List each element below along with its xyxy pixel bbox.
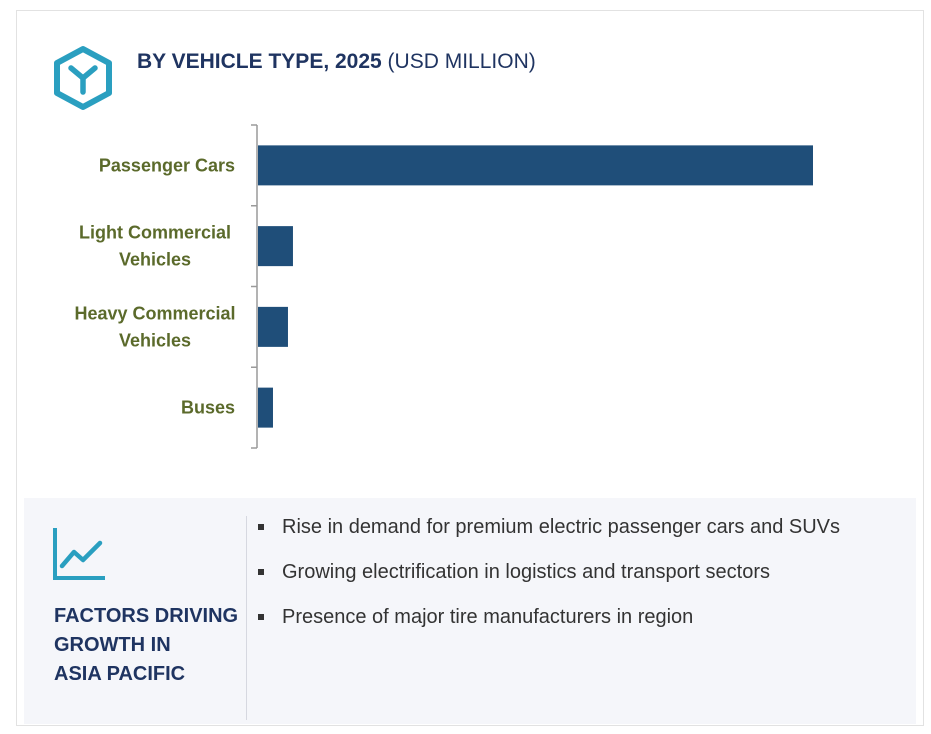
factor-text: Rise in demand for premium electric pass…: [282, 516, 841, 538]
factors-heading-line: FACTORS DRIVING: [54, 605, 239, 627]
factors-heading-line: ASIA PACIFIC: [54, 663, 186, 685]
bullet-icon: [258, 524, 264, 530]
category-label: Heavy Commercial: [74, 303, 235, 323]
category-label: Light Commercial: [79, 223, 231, 243]
bar-chart: Passenger Cars Light Commercial Vehicles He…: [74, 124, 813, 449]
factor-item: Presence of major tire manufacturers in …: [258, 602, 908, 632]
bullet-icon: [258, 614, 264, 620]
factor-item: Growing electrification in logistics and…: [258, 557, 908, 587]
bullet-icon: [258, 569, 264, 575]
panel-divider: [246, 516, 247, 720]
factor-item: Rise in demand for premium electric pass…: [258, 512, 908, 542]
chart-title: BY VEHICLE TYPE, 2025 (USD MILLION): [137, 50, 536, 74]
category-label: Vehicles: [119, 250, 191, 270]
trend-chart-icon: [53, 528, 105, 580]
factor-text: Presence of major tire manufacturers in …: [282, 606, 694, 628]
chart-title-unit: (USD MILLION): [381, 50, 536, 73]
hexagon-logo-icon: [54, 46, 112, 110]
bar: [258, 306, 288, 347]
bar: [258, 387, 273, 428]
factors-panel: [24, 498, 916, 724]
factors-heading-line: GROWTH IN: [54, 634, 171, 656]
category-label: Passenger Cars: [99, 155, 235, 175]
bar: [258, 145, 813, 186]
factors-heading: FACTORS DRIVING GROWTH IN ASIA PACIFIC: [54, 602, 254, 689]
bar: [258, 226, 293, 267]
category-label: Vehicles: [119, 330, 191, 350]
factor-text: Growing electrification in logistics and…: [282, 561, 770, 583]
category-label: Buses: [181, 398, 235, 418]
chart-title-bold: BY VEHICLE TYPE, 2025: [137, 50, 382, 73]
factors-list: Rise in demand for premium electric pass…: [258, 512, 908, 647]
